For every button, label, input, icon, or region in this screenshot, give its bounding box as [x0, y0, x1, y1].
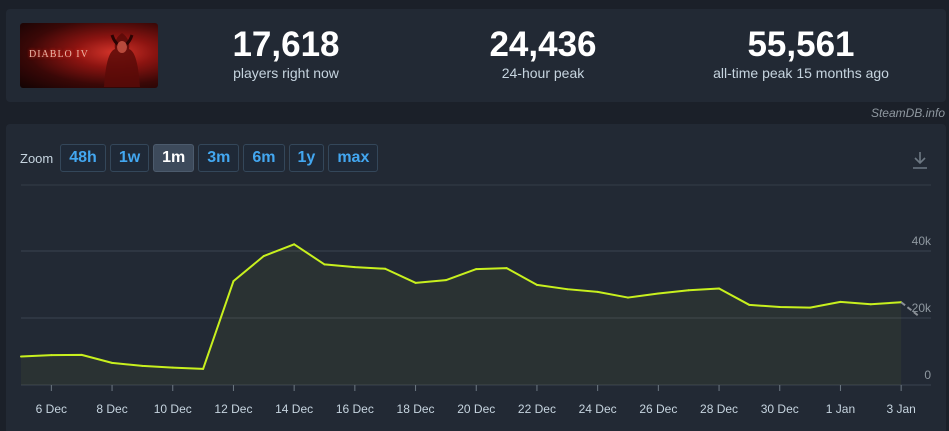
y-tick-label: 0: [924, 368, 931, 382]
game-cover-image[interactable]: DIABLO IV: [20, 23, 158, 88]
stats-panel: DIABLO IV 17,618 players right now 24,43…: [6, 9, 946, 102]
data-point[interactable]: [748, 303, 751, 306]
data-point[interactable]: [475, 268, 478, 271]
current-players-stat: 17,618 players right now: [206, 25, 366, 82]
x-tick-label: 18 Dec: [397, 402, 435, 416]
data-point[interactable]: [20, 355, 22, 358]
data-point[interactable]: [444, 279, 447, 282]
data-point[interactable]: [141, 364, 144, 367]
x-tick-label: 10 Dec: [154, 402, 192, 416]
x-tick-label: 3 Jan: [886, 402, 915, 416]
x-tick-label: 28 Dec: [700, 402, 738, 416]
current-players-value: 17,618: [232, 25, 340, 64]
x-tick-label: 30 Dec: [761, 402, 799, 416]
data-point[interactable]: [323, 263, 326, 266]
data-point[interactable]: [202, 367, 205, 370]
data-point[interactable]: [657, 292, 660, 295]
data-point[interactable]: [596, 290, 599, 293]
x-tick-label: 6 Dec: [36, 402, 67, 416]
y-tick-label: 40k: [912, 234, 932, 248]
zoom-1w-button[interactable]: 1w: [109, 144, 150, 172]
data-point[interactable]: [839, 300, 842, 303]
data-point[interactable]: [414, 281, 417, 284]
data-point[interactable]: [293, 243, 296, 246]
data-point[interactable]: [869, 303, 872, 306]
x-tick-label: 1 Jan: [826, 402, 855, 416]
data-point[interactable]: [171, 366, 174, 369]
steamdb-credit-link[interactable]: SteamDB.info: [870, 106, 945, 120]
x-tick-label: 26 Dec: [639, 402, 677, 416]
series-line: [20, 243, 902, 370]
zoom-3m-button[interactable]: 3m: [198, 144, 240, 172]
zoom-48h-button[interactable]: 48h: [60, 144, 106, 172]
zoom-controls: Zoom 48h 1w 1m 3m 6m 1y max: [20, 144, 382, 172]
all-time-peak-stat: 55,561 all-time peak 15 months ago: [696, 25, 906, 82]
data-point[interactable]: [627, 296, 629, 299]
x-tick-label: 24 Dec: [579, 402, 617, 416]
data-point[interactable]: [353, 266, 356, 269]
zoom-max-button[interactable]: max: [328, 144, 379, 172]
all-time-peak-value: 55,561: [747, 25, 855, 64]
x-tick-label: 16 Dec: [336, 402, 374, 416]
all-time-peak-label: all-time peak 15 months ago: [713, 65, 889, 81]
lilith-figure-icon: [104, 33, 140, 87]
data-point[interactable]: [111, 361, 114, 364]
x-tick-label: 12 Dec: [214, 402, 252, 416]
data-point[interactable]: [566, 288, 569, 291]
data-point[interactable]: [50, 354, 53, 357]
data-point[interactable]: [809, 306, 812, 309]
data-point[interactable]: [718, 287, 721, 290]
projection-line: [900, 301, 921, 318]
data-point[interactable]: [232, 280, 235, 283]
data-point[interactable]: [384, 267, 387, 270]
x-tick-label: 20 Dec: [457, 402, 495, 416]
zoom-6m-button[interactable]: 6m: [243, 144, 285, 172]
zoom-1m-button[interactable]: 1m: [153, 144, 195, 172]
download-icon[interactable]: [910, 150, 930, 170]
game-logo-text: DIABLO IV: [29, 49, 89, 60]
zoom-label: Zoom: [20, 150, 54, 166]
y-tick-label: 20k: [912, 301, 932, 315]
data-point[interactable]: [778, 305, 781, 308]
chart-panel: Zoom 48h 1w 1m 3m 6m 1y max: [6, 124, 946, 431]
peak-24h-value: 24,436: [489, 25, 597, 64]
x-tick-label: 22 Dec: [518, 402, 556, 416]
x-tick-label: 14 Dec: [275, 402, 313, 416]
data-point[interactable]: [80, 353, 83, 356]
current-players-label: players right now: [233, 65, 339, 81]
data-point[interactable]: [505, 267, 508, 270]
peak-24h-stat: 24,436 24-hour peak: [463, 25, 623, 82]
data-point[interactable]: [687, 289, 690, 292]
data-point[interactable]: [262, 255, 265, 258]
peak-24h-label: 24-hour peak: [501, 65, 585, 81]
data-point[interactable]: [535, 283, 538, 286]
zoom-1y-button[interactable]: 1y: [288, 144, 325, 172]
series-area: [21, 244, 902, 385]
x-tick-label: 8 Dec: [96, 402, 127, 416]
